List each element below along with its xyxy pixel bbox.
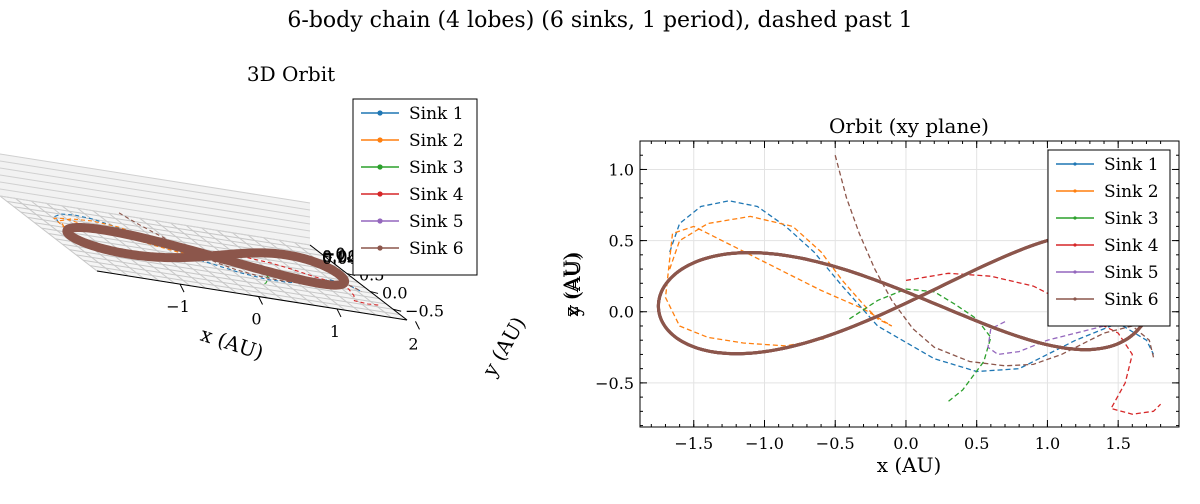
grid3d-line (69, 249, 380, 300)
panel-xy: Orbit (xy plane) −1.5 −1.0 −0.5 0.0 0.5 1.0 1.… (561, 114, 1180, 477)
legend-label: Sink 5 (1104, 263, 1159, 283)
panel-3d: 3D Orbit −1012−0.50.00.51.0−0.04−0.020.0… (0, 62, 583, 381)
series3d-line-sink-6 (118, 212, 362, 293)
y3d-tick-label: −0.5 (405, 301, 444, 320)
x3d-tick-label: 1 (330, 322, 340, 341)
x3d-tick (258, 296, 263, 305)
series-line-sink-2 (664, 215, 893, 347)
axis-3d-z-label: z (AU) (559, 253, 583, 317)
legend-label: Sink 3 (1104, 209, 1159, 229)
grid3d-line (0, 160, 311, 211)
legend-marker (377, 110, 383, 116)
y-tick-label: 0.5 (609, 232, 634, 251)
axis-3d-y-label: y (AU) (477, 313, 531, 382)
legend-label: Sink 1 (1104, 155, 1159, 175)
x3d-tick (179, 283, 185, 293)
pane-grid-3d (0, 153, 408, 321)
orbit3d-main (62, 223, 350, 290)
y-tick-label: 0.0 (609, 303, 634, 322)
legend-marker (377, 218, 383, 224)
legend-marker (1073, 297, 1077, 301)
legend-label: Sink 6 (1104, 290, 1159, 310)
grid3d-line (13, 206, 324, 257)
x3d-tick (415, 321, 420, 330)
legend-label: Sink 5 (409, 212, 464, 232)
legend-marker (1073, 162, 1077, 166)
y-tick-label: 1.0 (609, 160, 634, 179)
legend-xy: Sink 1 Sink 2 Sink 3 Sink 4 Sink 5 Sink 6 (1047, 149, 1171, 327)
legend-label: Sink 2 (409, 131, 464, 151)
x-tick-label: 0.5 (964, 434, 989, 453)
x-tick-label: −0.5 (816, 434, 855, 453)
axis-xy-y-label: y (AU) (561, 252, 585, 318)
series-xy (664, 155, 1162, 415)
grid3d-line (0, 188, 311, 239)
series3d-line-sink-2 (52, 217, 207, 262)
legend-marker (1073, 216, 1077, 220)
legend-label: Sink 1 (409, 104, 464, 124)
grid3d-line (0, 181, 311, 232)
legend-label: Sink 4 (1104, 236, 1159, 256)
z3d-tick-label: 0.00 (322, 246, 358, 265)
x-tick-label: −1.5 (674, 434, 713, 453)
y3d-tick (393, 308, 402, 312)
y-tick-label: −0.5 (595, 374, 634, 393)
x-tick-label: −1.0 (745, 434, 784, 453)
axis-xy-x-label: x (AU) (877, 453, 942, 477)
x-tick-label: 0.0 (893, 434, 918, 453)
x3d-tick-label: 2 (408, 334, 418, 353)
series-line-sink-4 (905, 272, 1162, 415)
plot-frame-xy (639, 140, 1180, 428)
x-tick-label: 1.5 (1105, 434, 1130, 453)
legend-frame (352, 98, 478, 276)
legend-label: Sink 2 (1104, 182, 1159, 202)
series-line-sink-5 (987, 321, 1105, 356)
legend-label: Sink 6 (409, 239, 464, 259)
ticks-xy: −1.5 −1.0 −0.5 0.0 0.5 1.0 1.5 −0.5 0.0 0.5 1.0 (595, 141, 1179, 453)
orbit-3d (52, 212, 381, 306)
grid3d-line (83, 259, 394, 310)
x-tick-label: 1.0 (1035, 434, 1060, 453)
z3d-tick-label: 0.04 (322, 249, 358, 268)
legend-marker (377, 137, 383, 143)
orbit-line-sink-6 (656, 231, 1156, 356)
legend-marker (377, 164, 383, 170)
main-orbit-xy (656, 231, 1156, 356)
grid3d-line (89, 265, 401, 316)
grid3d-line (0, 153, 311, 204)
x3d-tick (336, 308, 342, 318)
legend-marker (377, 245, 383, 251)
panel-xy-title: Orbit (xy plane) (829, 114, 989, 138)
grid3d-line (0, 174, 311, 225)
grid-xy (640, 141, 1179, 427)
series-line-sink-6 (834, 155, 1155, 367)
legend-label: Sink 4 (409, 185, 464, 205)
series-line-sink-3 (849, 288, 992, 402)
legend-marker (377, 191, 383, 197)
x3d-tick-label: 0 (251, 310, 261, 329)
legend-marker (1073, 189, 1077, 193)
axis3d-x-line (96, 270, 408, 321)
panel-3d-title: 3D Orbit (247, 62, 335, 86)
z3d-tick-label: 0.02 (322, 248, 358, 267)
legend-label: Sink 3 (409, 158, 464, 178)
grid3d-line (76, 254, 387, 305)
series-line-sink-1 (669, 200, 1155, 373)
grid3d-line (0, 195, 311, 246)
grid3d-line (0, 167, 311, 218)
legend-marker (1073, 243, 1077, 247)
y3d-tick (323, 255, 332, 259)
figure-suptitle: 6-body chain (4 lobes) (6 sinks, 1 perio… (287, 8, 912, 33)
series3d-line-sink-4 (198, 250, 381, 306)
legend-3d: Sink 1 Sink 2 Sink 3 Sink 4 Sink 5 Sink 6 (352, 98, 478, 276)
axis3d-y-line (309, 244, 408, 321)
legend-frame (1047, 149, 1171, 327)
y3d-tick-label: 0.0 (382, 283, 407, 302)
grid3d-line (6, 200, 318, 251)
x3d-tick-label: −1 (166, 297, 190, 316)
y3d-tick (369, 290, 379, 294)
legend-marker (1073, 270, 1077, 274)
